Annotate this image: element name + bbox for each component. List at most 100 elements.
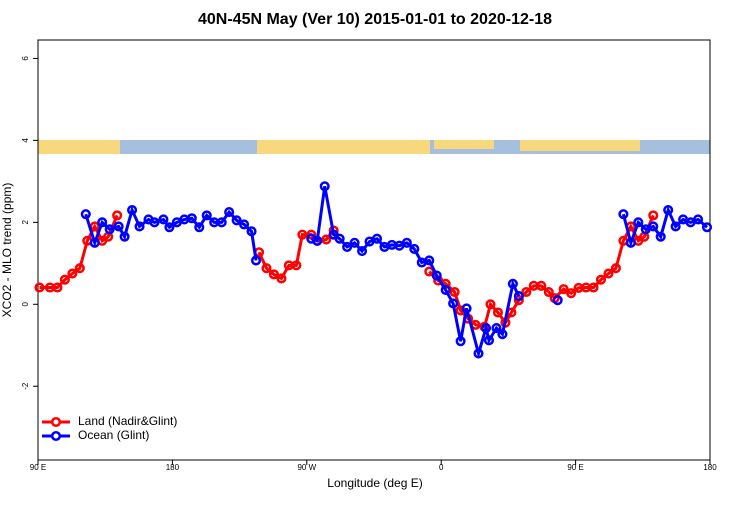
data-point (483, 335, 495, 346)
data-point (536, 280, 547, 291)
data-point (334, 233, 345, 244)
x-tick-label: 180 (166, 463, 180, 472)
data-point (134, 221, 145, 232)
data-point (319, 181, 330, 192)
x-tick-label: 90 E (30, 463, 46, 472)
x-tick-label: 0 (439, 463, 444, 472)
data-point (485, 299, 496, 310)
data-point (164, 222, 175, 233)
data-point (448, 298, 459, 309)
data-point (701, 222, 713, 233)
data-point (97, 217, 108, 228)
data-point (357, 245, 368, 257)
data-point (312, 235, 323, 246)
data-point (480, 323, 492, 334)
data-point (566, 288, 577, 299)
data-point (80, 209, 91, 220)
chart-title: 40N-45N May (Ver 10) 2015-01-01 to 2020-… (198, 11, 552, 28)
data-point (119, 231, 130, 242)
y-tick-label: 4 (21, 138, 30, 143)
data-point (306, 229, 317, 240)
data-point (455, 336, 466, 347)
data-point (507, 278, 518, 289)
data-point (231, 215, 242, 226)
data-point (401, 237, 412, 248)
data-point (648, 210, 659, 221)
data-point (558, 284, 569, 295)
data-point (595, 274, 607, 285)
data-point (552, 295, 563, 306)
y-tick-label: 2 (21, 220, 30, 225)
data-point (655, 231, 666, 242)
legend-marker (50, 430, 62, 442)
data-point (693, 214, 704, 225)
x-axis-label: Longitude (deg E) (327, 476, 422, 490)
data-point (74, 263, 85, 274)
data-point (268, 269, 279, 280)
x-tick-label: 90 W (297, 463, 316, 472)
data-point (113, 221, 124, 232)
data-point (431, 270, 442, 281)
legend-label: Ocean (Glint) (78, 428, 149, 442)
data-point (186, 213, 197, 224)
data-point (149, 217, 160, 228)
data-point (521, 286, 532, 298)
data-point (618, 209, 629, 220)
data-point (349, 237, 360, 248)
data-point (625, 237, 636, 248)
data-point (104, 224, 115, 235)
data-point (497, 329, 508, 340)
data-point (52, 282, 63, 293)
data-point (543, 286, 554, 298)
data-point (276, 273, 287, 284)
data-point (473, 348, 484, 359)
data-point (424, 255, 435, 266)
data-point (492, 307, 503, 318)
data-point (112, 210, 123, 221)
data-point (603, 268, 614, 279)
x-tick-label: 90 E (567, 463, 583, 472)
data-point (449, 286, 460, 298)
data-point (297, 229, 308, 240)
data-point (201, 210, 212, 221)
data-point (513, 295, 524, 306)
data-point (371, 233, 383, 244)
data-point (67, 268, 78, 279)
data-point (588, 282, 599, 293)
data-point (321, 234, 332, 245)
data-point (261, 263, 272, 274)
data-point (59, 274, 70, 285)
legend-label: Land (Nadir&Glint) (78, 414, 177, 428)
data-point (633, 217, 644, 228)
data-point (409, 243, 420, 255)
legend-marker (50, 416, 62, 428)
data-point (194, 222, 205, 233)
data-point (127, 204, 138, 216)
data-point (610, 263, 621, 274)
data-point (461, 303, 472, 314)
data-point (491, 323, 502, 334)
data-point (663, 204, 674, 216)
data-point (224, 207, 235, 218)
legend: Land (Nadir&Glint)Ocean (Glint) (42, 414, 177, 442)
y-axis-label: XCO2 - MLO trend (ppm) (0, 183, 14, 318)
land-mask-strip (38, 140, 710, 154)
data-point (342, 241, 353, 252)
y-tick-label: 6 (21, 56, 30, 61)
data-point (239, 219, 250, 230)
plot-frame (37, 39, 711, 461)
data-point (440, 284, 451, 296)
data-point (250, 255, 262, 266)
data-point (513, 291, 524, 302)
x-tick-label: 180 (703, 463, 717, 472)
data-point (648, 221, 659, 232)
data-point (216, 217, 227, 228)
data-point (89, 237, 100, 248)
data-point (158, 214, 169, 225)
data-point (670, 221, 681, 232)
data-point (246, 226, 257, 237)
y-tick-label: -2 (21, 382, 30, 390)
data-point (34, 282, 45, 293)
data-point (291, 260, 302, 271)
